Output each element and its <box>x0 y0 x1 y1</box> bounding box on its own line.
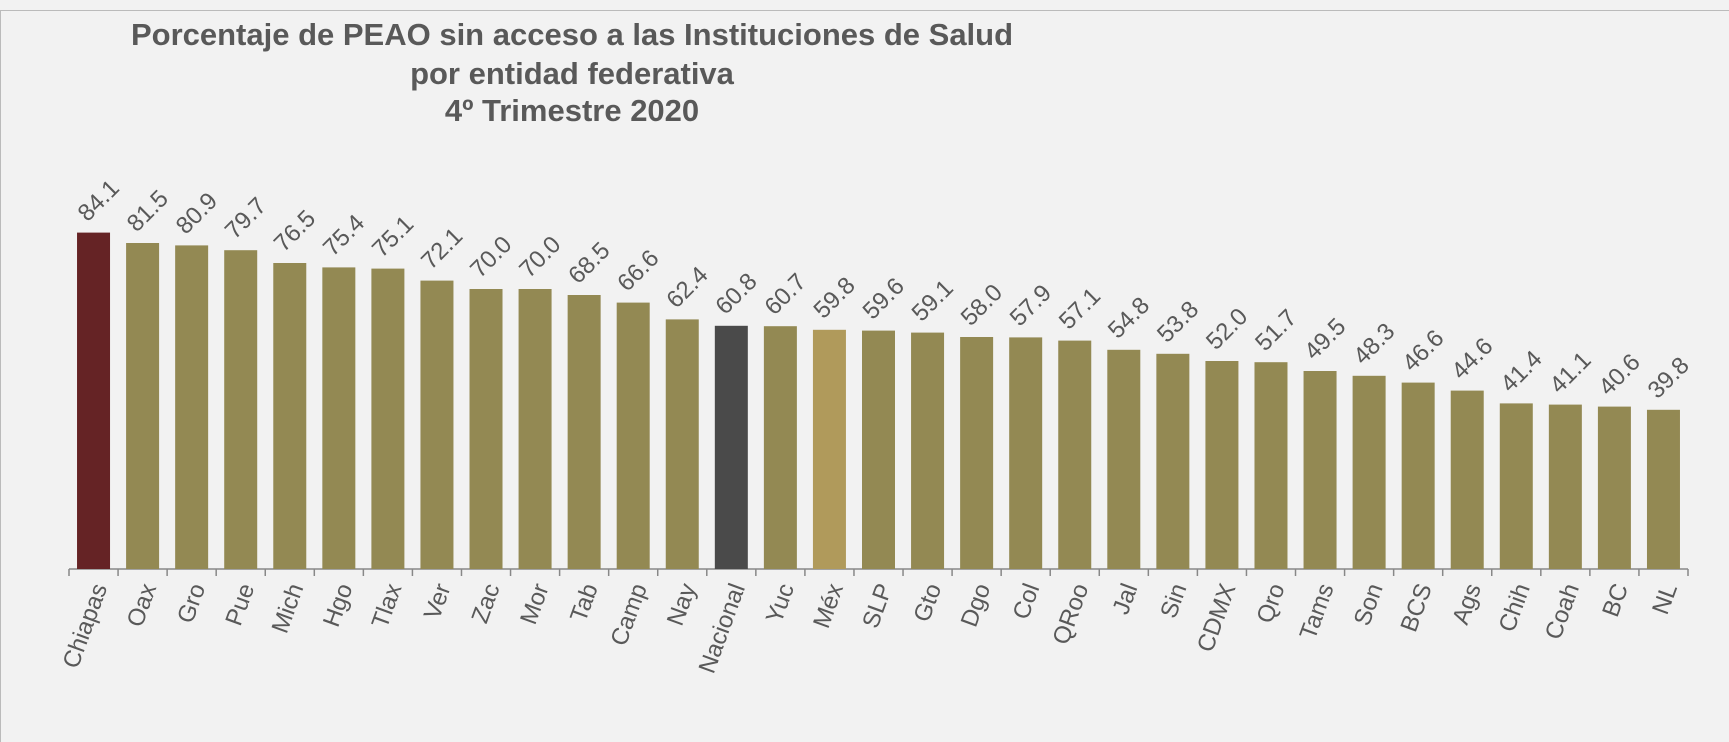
bar <box>420 280 454 569</box>
bar <box>1401 382 1435 569</box>
bar <box>567 295 601 569</box>
bar <box>1499 403 1533 569</box>
bar <box>862 330 895 569</box>
chart-title: 4º Trimestre 2020 <box>445 93 699 128</box>
bar <box>1058 340 1092 569</box>
chart-title: Porcentaje de PEAO sin acceso a las Inst… <box>131 17 1013 52</box>
bar <box>812 329 846 569</box>
bar <box>960 337 994 569</box>
bar <box>1450 390 1484 569</box>
bar <box>371 268 405 569</box>
bar <box>224 250 258 569</box>
chart-title: por entidad federativa <box>410 56 735 91</box>
bar <box>911 332 945 569</box>
bar <box>1597 406 1631 569</box>
bar <box>126 243 160 569</box>
bar <box>1205 361 1239 569</box>
bar <box>518 289 552 569</box>
bar <box>322 267 356 569</box>
bar <box>1009 337 1043 569</box>
bar <box>616 302 650 569</box>
bar <box>1107 349 1141 569</box>
bar <box>714 325 748 569</box>
bar <box>175 245 209 569</box>
bar <box>273 263 307 569</box>
bar <box>1156 353 1190 569</box>
bar <box>665 319 699 569</box>
bar <box>1254 362 1288 569</box>
bar <box>763 326 797 569</box>
bar <box>1352 375 1386 569</box>
bar <box>469 289 503 569</box>
bar <box>1646 409 1680 569</box>
bar <box>1303 371 1337 569</box>
bar <box>1548 404 1582 569</box>
bar <box>77 232 111 569</box>
